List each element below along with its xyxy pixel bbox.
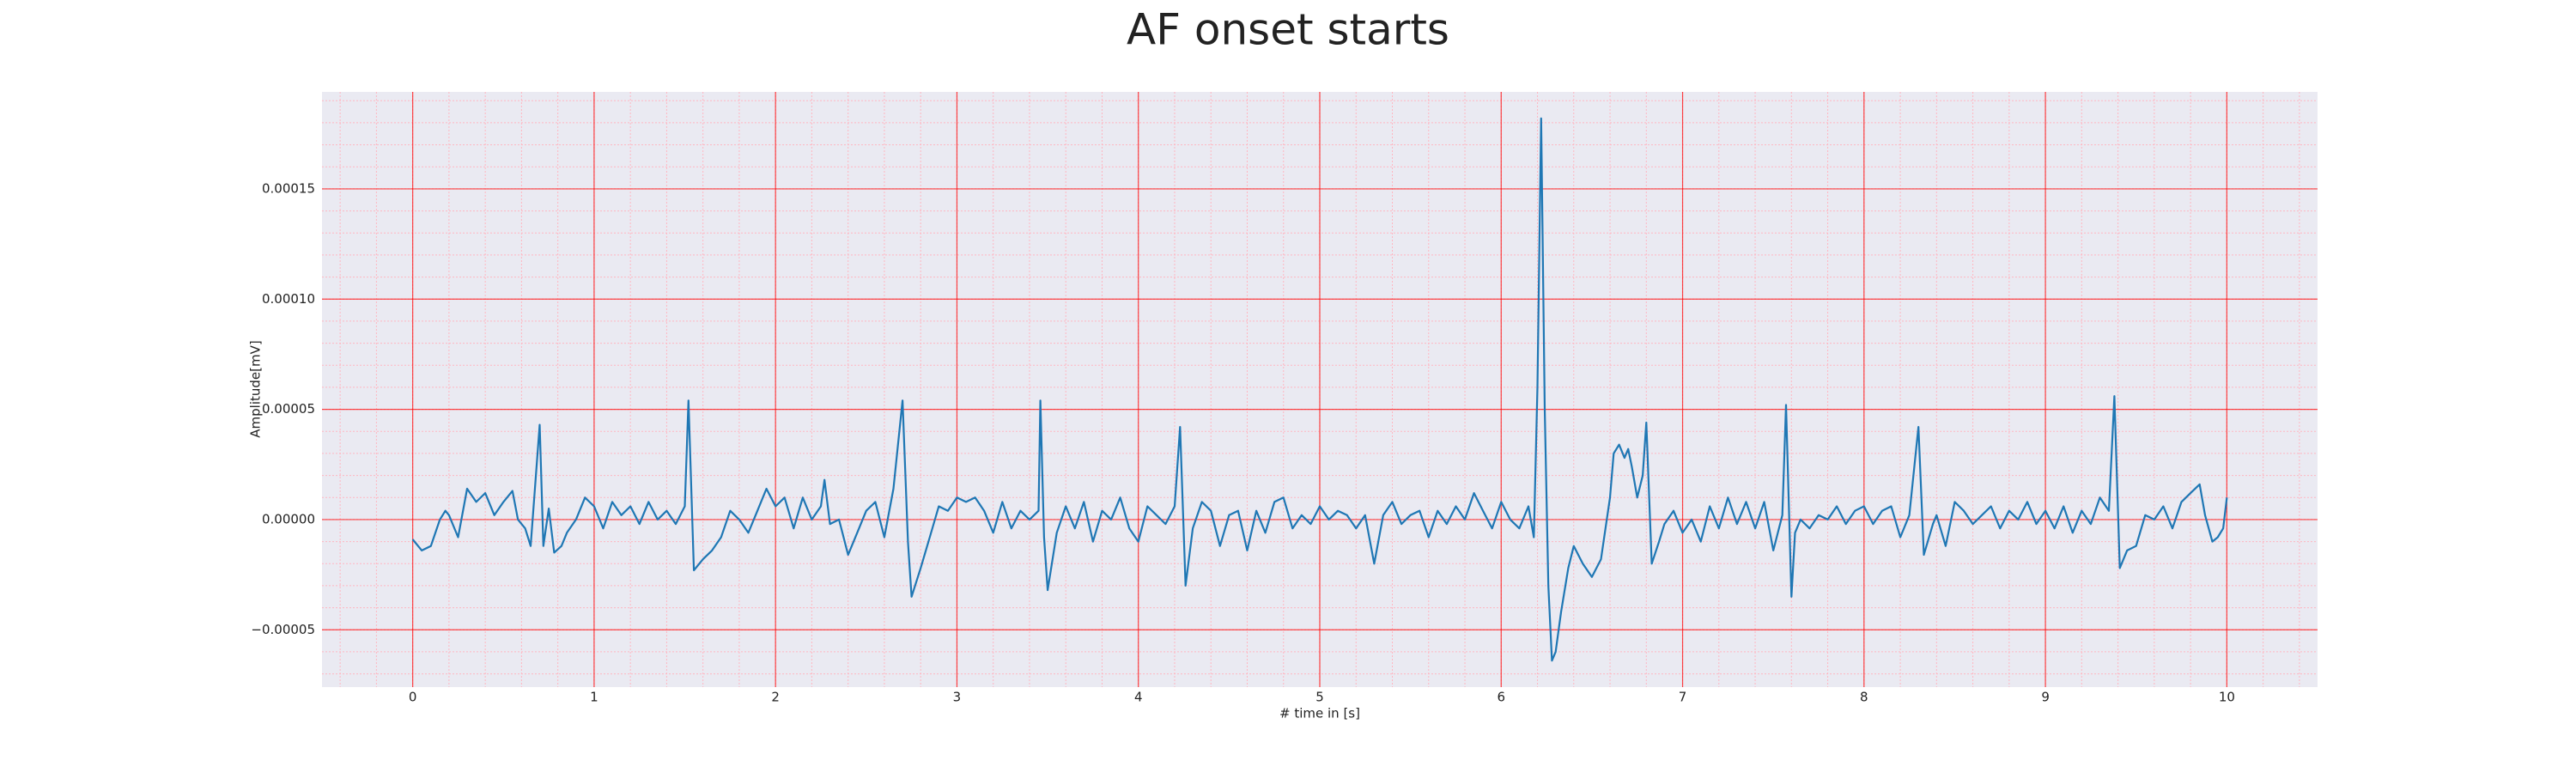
y-tick-label: −0.00005 [251, 622, 315, 637]
chart-title: AF onset starts [1127, 5, 1449, 55]
signal-line [411, 117, 2228, 662]
y-tick-label: 0.00010 [262, 291, 315, 307]
x-axis-label: # time in [s] [1279, 706, 1360, 721]
y-tick-label: 0.00005 [262, 401, 315, 417]
x-tick-label: 7 [1679, 690, 1687, 705]
x-tick-label: 8 [1860, 690, 1868, 705]
y-tick-label: 0.00015 [262, 180, 315, 196]
x-tick-label: 3 [953, 690, 962, 705]
y-axis-label: Amplitude[mV] [248, 340, 264, 437]
x-tick-label: 5 [1315, 690, 1324, 705]
grid [322, 92, 2318, 687]
x-tick-label: 10 [2219, 690, 2235, 705]
y-tick-label: 0.00000 [262, 511, 315, 526]
x-tick-label: 2 [771, 690, 780, 705]
x-tick-label: 9 [2041, 690, 2050, 705]
x-tick-label: 0 [409, 690, 417, 705]
x-tick-label: 6 [1497, 690, 1505, 705]
x-tick-label: 4 [1134, 690, 1143, 705]
x-tick-label: 1 [590, 690, 598, 705]
